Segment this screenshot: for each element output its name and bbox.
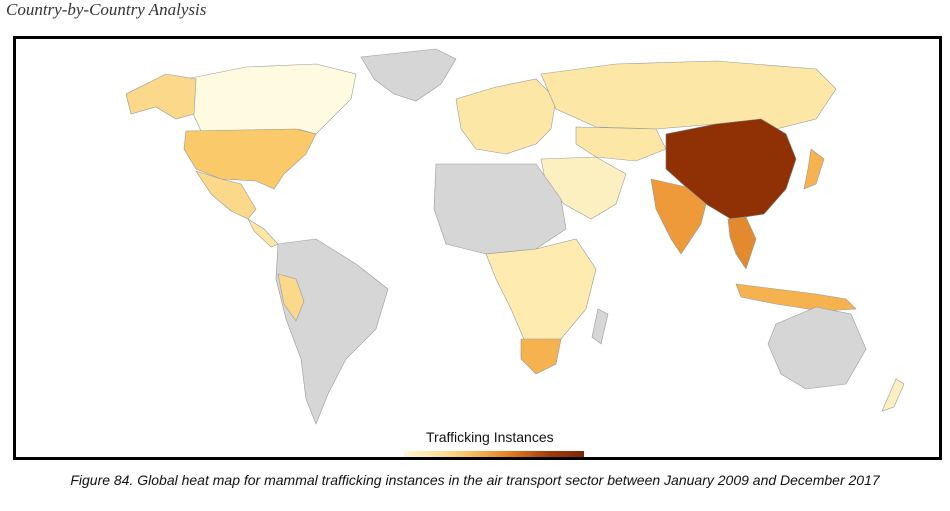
region-greenland [360,48,457,102]
region-south-africa [520,338,562,375]
region-central-east-africa [485,238,597,345]
region-mexico [195,170,257,220]
region-madagascar [591,308,609,345]
region-japan [803,148,825,190]
region-united-states [183,128,317,190]
region-europe [455,78,557,155]
running-header: Country-by-Country Analysis [6,0,207,19]
world-heat-map [125,48,905,425]
region-australia [767,306,867,390]
figure-caption: Figure 84. Global heat map for mammal tr… [70,472,880,488]
region-alaska [125,73,197,120]
region-indonesia [735,283,857,312]
map-frame: Trafficking Instances 10 20 [13,36,942,460]
region-canada [185,63,357,135]
region-india [650,178,707,255]
region-south-america [275,238,389,425]
region-china [665,118,797,220]
legend-color-scale [404,451,584,457]
region-central-asia [575,126,667,162]
region-peru [277,273,305,322]
region-central-america [247,218,279,248]
legend-title: Trafficking Instances [426,429,554,445]
region-thailand [727,216,757,270]
region-russia [540,60,837,130]
region-new-zealand [881,378,905,412]
